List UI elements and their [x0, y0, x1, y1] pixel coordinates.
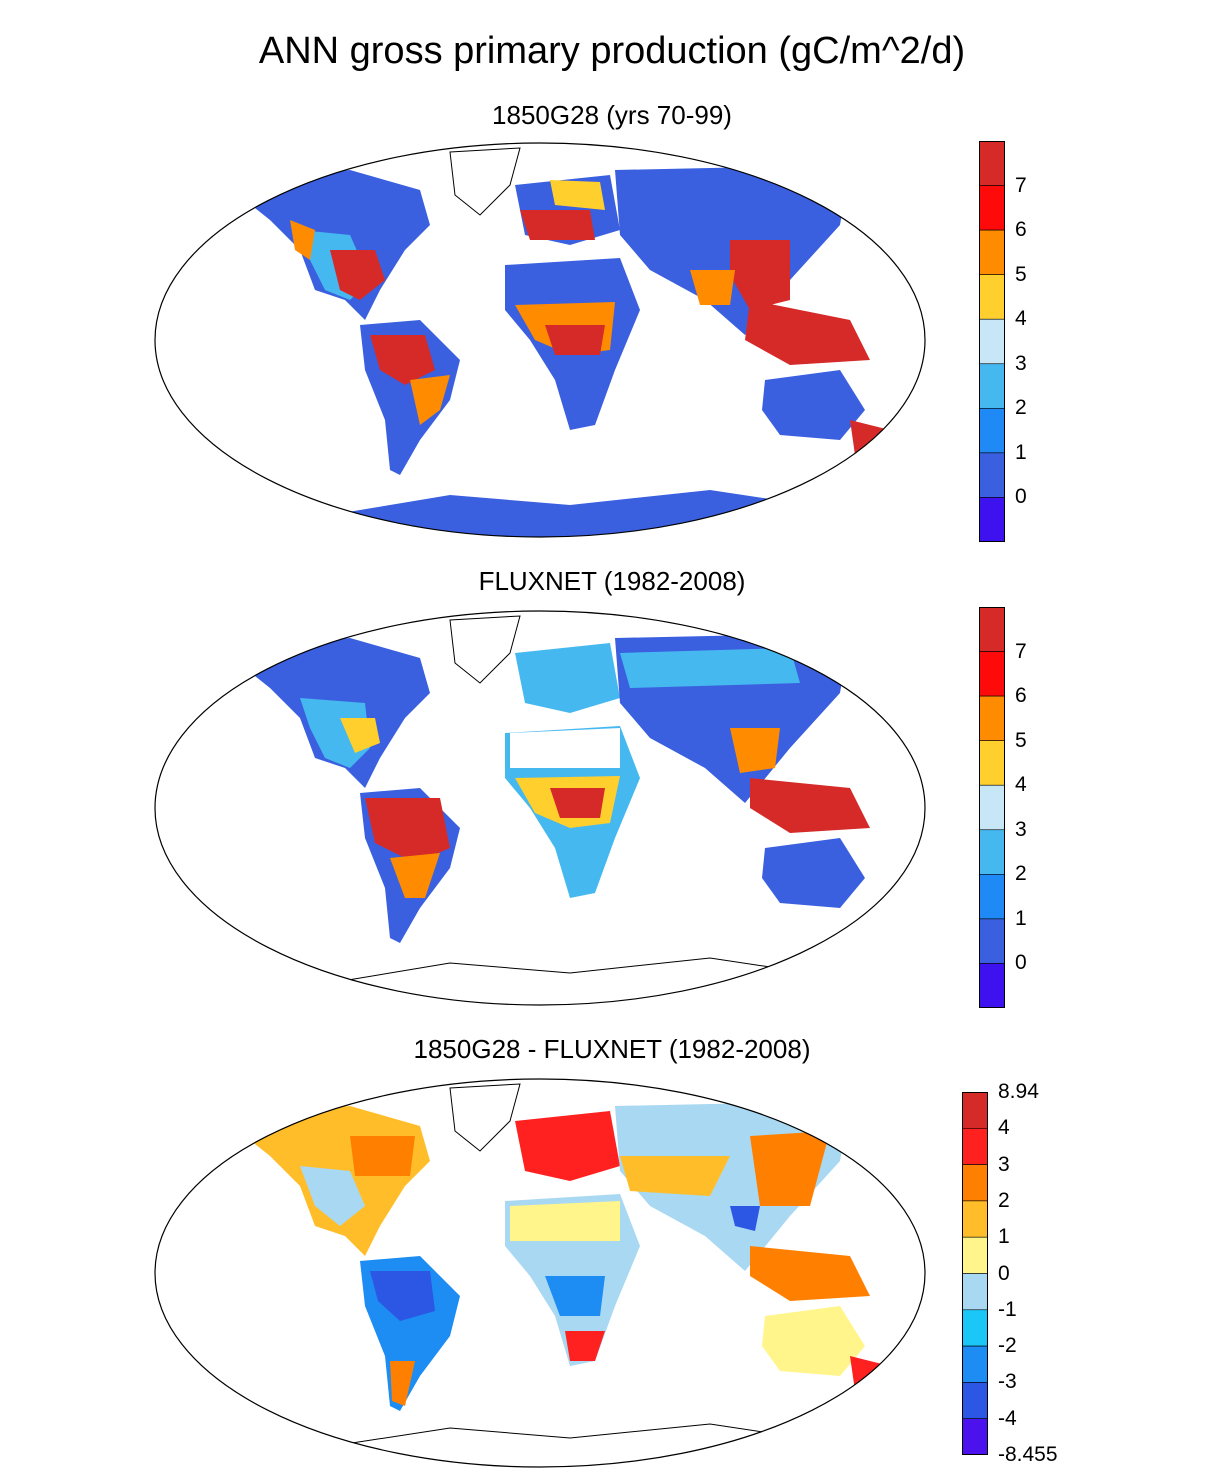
colorbar-swatch [962, 1382, 988, 1419]
colorbar-swatch [962, 1236, 988, 1274]
main-title: ANN gross primary production (gC/m^2/d) [258, 30, 966, 72]
continent-australia [762, 1306, 865, 1376]
colorbar-border [979, 607, 1005, 1008]
colorbar-tick-label: 5 [1015, 262, 1027, 286]
colorbar-tick-label: 8.94 [998, 1080, 1039, 1103]
continent-europe [515, 643, 620, 713]
colorbar-swatch [979, 784, 1005, 831]
colorbar-tick-label: 1 [1015, 440, 1027, 464]
colorbar-tick-label: 1 [998, 1225, 1010, 1249]
continent-antarctica [299, 957, 925, 999]
colorbar-tick-label: -4 [998, 1406, 1017, 1430]
colorbar-swatch [962, 1200, 988, 1238]
colorbar-swatch [979, 141, 1005, 186]
colorbar-swatch [979, 874, 1005, 920]
colorbar-swatch [979, 607, 1005, 652]
colorbar-border [979, 141, 1005, 542]
colorbar-swatch [962, 1273, 988, 1311]
continent-australia [762, 370, 865, 440]
colorbar-tick-label: -1 [998, 1297, 1017, 1321]
colorbar-swatch [979, 740, 1005, 786]
colorbar-tick-label: 7 [1015, 173, 1027, 197]
colorbar-tick-label: 3 [1015, 351, 1027, 375]
colorbar-tick-label: 3 [1015, 817, 1027, 841]
colorbar-swatch [979, 497, 1005, 542]
colorbar-swatches [962, 1092, 988, 1455]
colorbar-swatch [979, 408, 1005, 454]
colorbar-swatch [979, 695, 1005, 741]
landmass-greenland [449, 1083, 521, 1152]
colorbar-swatch [979, 829, 1005, 875]
colorbar-swatch [979, 185, 1005, 231]
colorbar-swatch [962, 1127, 988, 1165]
continent-europe [515, 1111, 620, 1181]
continent-antarctica [299, 1423, 925, 1465]
colorbar-tick-label: 4 [1015, 307, 1027, 331]
colorbar-swatches [979, 141, 1005, 542]
continent-australia [762, 838, 865, 908]
colorbar-model: 0 1 2 3 4 5 6 7 [979, 141, 1027, 542]
colorbar-swatch [979, 963, 1005, 1008]
colorbar-tick-label: 7 [1015, 639, 1027, 663]
colorbar-swatches [979, 607, 1005, 1008]
colorbar-swatch [962, 1418, 988, 1455]
colorbar-swatch [962, 1345, 988, 1383]
colorbar-tick-label: 0 [1015, 485, 1027, 509]
colorbar-tick-label: 2 [998, 1188, 1010, 1212]
map-diff [154, 1078, 926, 1468]
colorbar-tick-label: -3 [998, 1370, 1017, 1394]
colorbar-tick-label: 4 [1015, 773, 1027, 797]
landmass-greenland [449, 147, 521, 216]
colorbar-swatch [979, 363, 1005, 409]
colorbar-obs: 0 1 2 3 4 5 6 7 [979, 607, 1027, 1008]
colorbar-tick-label: 3 [998, 1152, 1010, 1176]
map-obs [154, 610, 926, 1006]
colorbar-swatch [979, 918, 1005, 964]
colorbar-tick-label: 6 [1015, 218, 1027, 242]
colorbar-border [962, 1092, 988, 1455]
colorbar-diff: -8.455 -4 -3 -2 -1 0 1 2 3 4 8.94 [962, 1080, 1058, 1466]
panel-title-diff: 1850G28 - FLUXNET (1982-2008) [413, 1034, 811, 1064]
colorbar-tick-label: 1 [1015, 906, 1027, 930]
colorbar-tick-label: 0 [1015, 951, 1027, 975]
colorbar-swatch [979, 274, 1005, 320]
colorbar-tick-label: 2 [1015, 396, 1027, 420]
colorbar-tick-label: 5 [1015, 728, 1027, 752]
colorbar-tick-label: -2 [998, 1334, 1017, 1358]
landmass-greenland [449, 615, 521, 684]
colorbar-tick-label: 2 [1015, 862, 1027, 886]
colorbar-tick-label: 4 [998, 1116, 1010, 1140]
colorbar-swatch [962, 1309, 988, 1347]
colorbar-tick-label: 6 [1015, 684, 1027, 708]
colorbar-tick-label: -8.455 [998, 1443, 1058, 1466]
colorbar-swatch [979, 318, 1005, 365]
colorbar-swatch [962, 1092, 988, 1129]
colorbar-swatch [979, 229, 1005, 275]
colorbar-tick-label: 0 [998, 1261, 1010, 1285]
colorbar-swatch [979, 651, 1005, 697]
panel-title-model: 1850G28 (yrs 70-99) [492, 100, 732, 130]
colorbar-swatch [962, 1164, 988, 1202]
map-model [154, 142, 926, 538]
continent-antarctica [155, 490, 925, 537]
panel-title-obs: FLUXNET (1982-2008) [478, 566, 746, 596]
colorbar-swatch [979, 452, 1005, 498]
